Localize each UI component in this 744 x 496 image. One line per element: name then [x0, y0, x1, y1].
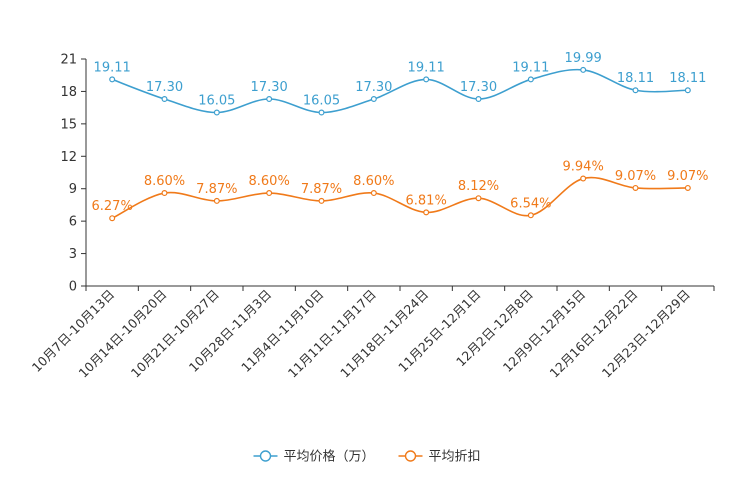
x-tick-label: 12月16日-12月22日 [546, 287, 640, 381]
axes-layer: 03691215182110月7日-10月13日10月14日-10月20日10月… [29, 53, 715, 381]
series-1-data-label: 16.05 [303, 94, 340, 109]
y-tick-label: 0 [69, 280, 77, 295]
series-1-data-label: 18.11 [669, 71, 706, 86]
series-1-point[interactable] [266, 95, 273, 102]
legend-marker-icon-1 [259, 450, 272, 462]
series-1-data-label: 19.11 [408, 60, 445, 75]
series-line-1 [111, 68, 688, 114]
legend-label-1: 平均价格（万） [284, 449, 375, 465]
series-1-point[interactable] [370, 95, 377, 102]
series-2-data-label: 8.60% [249, 174, 290, 189]
series-1-data-label: 17.30 [460, 80, 497, 95]
series-2-point[interactable] [213, 197, 220, 204]
series-2-point[interactable] [684, 184, 691, 191]
series-1-data-label: 17.30 [146, 80, 183, 95]
series-1-data-label: 17.30 [251, 80, 288, 95]
series-2-point[interactable] [161, 190, 168, 197]
series-1-point[interactable] [475, 95, 482, 102]
series-1-point[interactable] [318, 109, 325, 116]
legend-item-1[interactable]: 平均价格（万） [253, 449, 375, 465]
series-2-data-label: 8.60% [353, 174, 394, 189]
series-1-point[interactable] [109, 76, 116, 83]
series-1-point[interactable] [684, 87, 691, 94]
series-2-data-label: 6.54% [510, 196, 551, 211]
series-line-2 [111, 176, 688, 219]
series-2-point[interactable] [475, 195, 482, 202]
legend-marker-icon-2 [404, 450, 417, 462]
x-tick-label: 10月21日-10月27日 [128, 287, 222, 381]
series-1-data-label: 18.11 [617, 71, 654, 86]
series-2-data-label: 7.87% [196, 182, 237, 197]
series-2-point[interactable] [370, 190, 377, 197]
series-2-data-label: 9.07% [615, 169, 656, 184]
legend-label-2: 平均折扣 [429, 450, 481, 465]
series-2-data-label: 8.12% [458, 179, 499, 194]
series-2-point[interactable] [109, 215, 116, 222]
series-2-point[interactable] [527, 212, 534, 219]
series-2-data-label: 6.27% [92, 199, 133, 214]
series-1-data-label: 19.11 [94, 60, 131, 75]
series-layer [109, 66, 691, 222]
series-1-point[interactable] [527, 76, 534, 83]
series-1-data-label: 16.05 [198, 94, 235, 109]
data-label-layer: 19.11 17.30 16.05 17.30 16.05 17.30 19.11 17.30… [92, 51, 709, 214]
y-tick-label: 9 [69, 182, 77, 197]
y-tick-label: 12 [60, 150, 77, 165]
series-1-point[interactable] [632, 87, 639, 94]
series-2-data-label: 9.94% [563, 160, 604, 175]
y-tick-label: 18 [60, 85, 77, 100]
x-tick-label: 11月18日-11月24日 [337, 287, 431, 381]
y-tick-label: 15 [60, 117, 77, 132]
x-tick-label: 11月11日-11月17日 [285, 287, 379, 381]
series-1-data-label: 17.30 [355, 80, 392, 95]
legend[interactable]: 平均价格（万） 平均折扣 [253, 449, 481, 465]
series-2-data-label: 9.07% [667, 169, 708, 184]
series-1-data-label: 19.11 [512, 60, 549, 75]
series-2-data-label: 6.81% [406, 193, 447, 208]
series-1-point[interactable] [423, 76, 430, 83]
legend-item-2[interactable]: 平均折扣 [398, 450, 481, 465]
y-tick-label: 6 [69, 215, 77, 230]
series-2-point[interactable] [423, 209, 430, 216]
series-2-data-label: 8.60% [144, 174, 185, 189]
y-tick-label: 3 [69, 247, 77, 262]
series-1-point[interactable] [580, 66, 587, 73]
series-2-point[interactable] [632, 184, 639, 191]
series-1-point[interactable] [161, 95, 168, 102]
series-2-point[interactable] [580, 175, 587, 182]
series-2-data-label: 7.87% [301, 182, 342, 197]
series-2-point[interactable] [318, 197, 325, 204]
x-tick-label: 10月14日-10月20日 [75, 287, 169, 381]
series-1-data-label: 19.99 [565, 51, 602, 66]
series-2-point[interactable] [266, 190, 273, 197]
x-tick-label: 12月23日-12月29日 [599, 287, 693, 381]
y-tick-label: 21 [60, 53, 77, 68]
series-1-point[interactable] [213, 109, 220, 116]
